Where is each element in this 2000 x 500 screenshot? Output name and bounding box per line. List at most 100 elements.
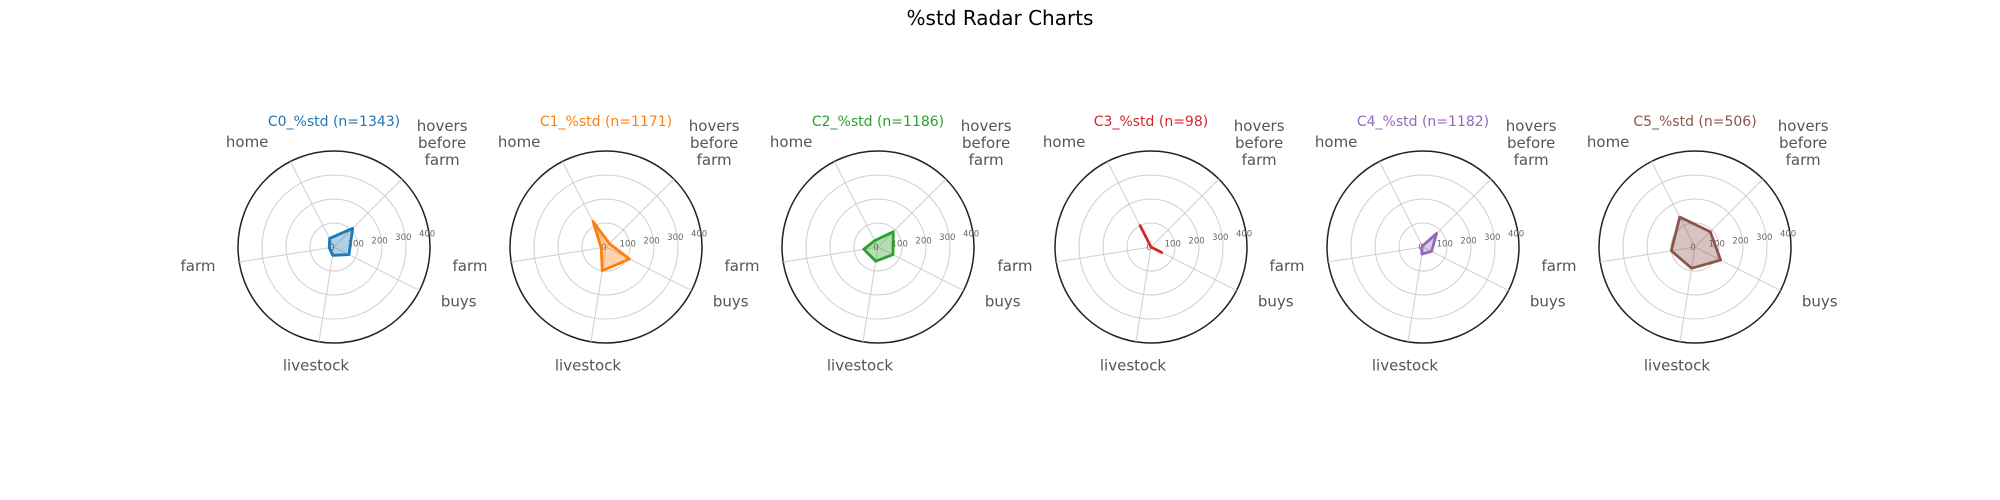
- axis-spoke: [1600, 246, 1696, 263]
- axis-spoke: [561, 161, 607, 248]
- grid-circle: [1126, 222, 1176, 272]
- category-label: buys: [985, 292, 1021, 310]
- category-label: home: [226, 133, 269, 151]
- chart-title: C4_%std (n=1182): [1357, 114, 1489, 130]
- axis-spoke: [1650, 161, 1696, 248]
- category-label: farm: [452, 257, 487, 275]
- axis-spoke: [1694, 246, 1781, 292]
- axis-spoke: [1328, 246, 1424, 263]
- grid-circle: [1078, 174, 1224, 320]
- category-label: home: [770, 133, 813, 151]
- radial-tick-label: 300: [1756, 233, 1772, 243]
- radial-tick-label: 0: [1146, 243, 1151, 253]
- radial-tick-label: 400: [1236, 230, 1252, 240]
- category-label: livestock: [1100, 357, 1167, 375]
- outer-frame: [509, 150, 703, 344]
- category-label: livestock: [1372, 357, 1439, 375]
- grid-circle: [261, 174, 407, 320]
- grid-circle: [1398, 222, 1448, 272]
- chart-title: C5_%std (n=506): [1633, 114, 1756, 130]
- radial-tick-label: 400: [1780, 230, 1796, 240]
- axis-spoke: [1135, 246, 1152, 342]
- category-label: buys: [1530, 292, 1566, 310]
- category-label: buys: [713, 292, 749, 310]
- axis-spoke: [1056, 246, 1152, 263]
- radial-tick-label: 300: [667, 233, 683, 243]
- outer-frame: [1054, 150, 1248, 344]
- grid-circle: [805, 174, 951, 320]
- category-label: farm: [180, 257, 215, 275]
- grid-circle: [1622, 174, 1768, 320]
- radial-tick-label: 100: [892, 240, 908, 250]
- category-label: home: [1315, 133, 1358, 151]
- axis-spoke: [1150, 246, 1237, 292]
- chart-title: C0_%std (n=1343): [268, 114, 400, 130]
- grid-circle: [581, 222, 631, 272]
- chart-title: C2_%std (n=1186): [812, 114, 944, 130]
- grid-circle: [557, 198, 655, 296]
- series-area: [1420, 232, 1438, 256]
- radial-tick-label: 200: [1460, 236, 1476, 246]
- category-label: buys: [1802, 292, 1838, 310]
- axis-spoke: [605, 246, 692, 292]
- category-label: livestock: [827, 357, 894, 375]
- axis-spoke: [333, 178, 403, 248]
- radial-tick-label: 0: [601, 243, 606, 253]
- category-label: hovers before farm: [961, 117, 1012, 169]
- category-label: hovers before farm: [1778, 117, 1829, 169]
- radial-tick-label: 400: [963, 230, 979, 240]
- outer-frame: [1326, 150, 1520, 344]
- series-area: [327, 226, 355, 257]
- category-label: buys: [441, 292, 477, 310]
- axis-spoke: [1378, 161, 1424, 248]
- category-label: hovers before farm: [1234, 117, 1285, 169]
- axis-spoke: [1150, 178, 1220, 248]
- category-label: buys: [1258, 292, 1294, 310]
- axis-spoke: [877, 178, 947, 248]
- axis-spoke: [1679, 246, 1696, 342]
- chart-title: C1_%std (n=1171): [540, 114, 672, 130]
- outer-frame: [237, 150, 431, 344]
- radial-tick-label: 200: [371, 236, 387, 246]
- category-label: livestock: [555, 357, 622, 375]
- radial-tick-label: 300: [939, 233, 955, 243]
- radial-tick-label: 200: [1732, 236, 1748, 246]
- radial-tick-label: 400: [1508, 230, 1524, 240]
- radial-tick-label: 200: [643, 236, 659, 246]
- radial-tick-label: 200: [1188, 236, 1204, 246]
- category-label: home: [1043, 133, 1086, 151]
- outer-frame: [1598, 150, 1792, 344]
- category-label: farm: [1269, 257, 1304, 275]
- outer-frame: [781, 150, 975, 344]
- radial-tick-label: 400: [419, 230, 435, 240]
- axis-spoke: [862, 246, 879, 342]
- radial-tick-label: 0: [1690, 243, 1695, 253]
- radial-tick-label: 100: [620, 240, 636, 250]
- category-label: livestock: [283, 357, 350, 375]
- axis-spoke: [289, 161, 335, 248]
- radial-tick-label: 300: [1212, 233, 1228, 243]
- grid-circle: [1374, 198, 1472, 296]
- radar-chart-4: 0100200300400hoversbeforefarmhomefarmliv…: [1269, 114, 1565, 375]
- radial-tick-label: 0: [329, 243, 334, 253]
- grid-circle: [1350, 174, 1496, 320]
- axis-spoke: [783, 246, 879, 263]
- category-label: livestock: [1644, 357, 1711, 375]
- category-label: home: [1587, 133, 1630, 151]
- category-label: hovers before farm: [1506, 117, 1557, 169]
- grid-circle: [309, 222, 359, 272]
- grid-circle: [853, 222, 903, 272]
- grid-circle: [1102, 198, 1200, 296]
- series-area: [1669, 215, 1723, 270]
- chart-title: C3_%std (n=98): [1094, 114, 1208, 130]
- radial-tick-label: 0: [873, 243, 878, 253]
- grid-circle: [533, 174, 679, 320]
- category-label: farm: [997, 257, 1032, 275]
- axis-spoke: [511, 246, 607, 263]
- axis-spoke: [1407, 246, 1424, 342]
